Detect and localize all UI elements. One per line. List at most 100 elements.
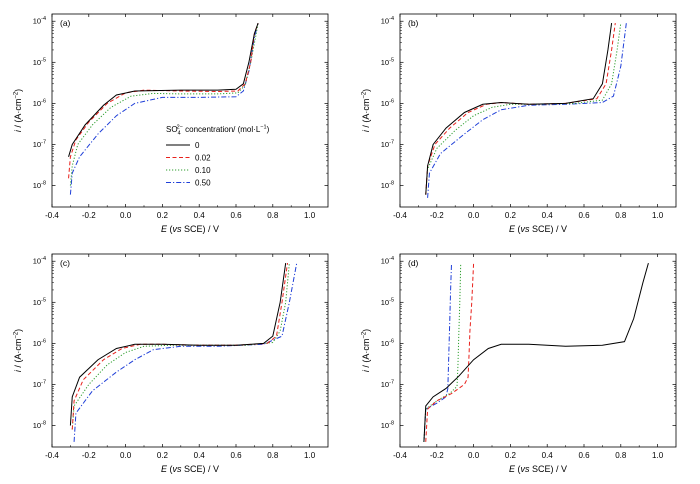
y-axis-close: ) [361,89,371,92]
legend-title-rest: concentration/ (mol·L [183,125,261,134]
y-tick-label: 10-4 [381,16,394,26]
y-tick-base: 10 [381,58,389,67]
x-tick-label: 0.8 [615,451,627,460]
panel-b: -0.4 -0.2 0.0 0.2 0.4 0.6 0.8 1.010-410-510-610… [361,13,677,234]
y-tick-base: 10 [33,257,41,266]
series-line-0 [68,22,259,157]
x-axis-symbol: E [509,224,516,234]
y-tick-exponent: -8 [389,421,394,427]
y-tick-base: 10 [381,257,389,266]
y-tick-base: 10 [33,17,41,26]
x-tick-label: 0.8 [267,451,279,460]
y-tick-label: 10-7 [381,139,394,149]
x-tick-label: 0.6 [578,451,590,460]
y-tick-exponent: -5 [389,57,394,63]
plot-frame [399,13,677,208]
x-tick-label: 0.0 [120,211,132,220]
x-tick-label: 0.0 [120,451,132,460]
y-axis-unit: / (A·cm [13,339,23,371]
y-tick-label: 10-6 [33,98,46,108]
y-axis-unit-exponent: −2 [14,331,20,339]
y-tick-label: 10-6 [381,338,394,348]
y-tick-label: 10-4 [33,16,46,26]
series-line-0 [425,23,613,195]
y-tick-base: 10 [33,181,41,190]
x-tick-label: 0.4 [194,451,206,460]
y-tick-exponent: -4 [41,16,46,22]
x-axis-label: E (vs SCE) / V [509,224,567,234]
panel-label: (a) [60,18,71,28]
y-axis-symbol: i [361,369,371,372]
x-tick-label: -0.2 [430,451,444,460]
x-tick-label: 0.4 [194,211,206,220]
y-tick-label: 10-5 [33,57,46,67]
x-tick-label: -0.4 [393,211,407,220]
series-line-0-10 [69,23,259,186]
y-axis-unit-exponent: −2 [362,331,368,339]
y-tick-base: 10 [33,99,41,108]
y-tick-label: 10-5 [381,57,394,67]
legend-label: 0.50 [195,179,211,188]
panel-label: (b) [408,18,419,28]
y-tick-exponent: -5 [41,57,46,63]
y-tick-label: 10-5 [33,297,46,307]
x-tick-label: -0.4 [45,451,59,460]
panel-label: (c) [60,258,70,268]
legend-label: 0 [195,141,200,150]
x-tick-label: 1.0 [304,211,316,220]
y-tick-exponent: -6 [389,98,394,104]
x-axis-paren: ( [515,464,521,474]
y-tick-exponent: -6 [41,98,46,104]
y-tick-label: 10-8 [381,421,394,431]
y-tick-exponent: -5 [41,297,46,303]
x-tick-label: 0.6 [578,211,590,220]
plot-frame [51,253,329,448]
y-tick-base: 10 [33,298,41,307]
y-axis-close: ) [13,329,23,332]
panel-a: -0.4 -0.2 0.0 0.2 0.4 0.6 0.8 1.010-410-510-610… [13,13,329,234]
y-tick-exponent: -8 [41,181,46,187]
x-tick-label: 0.4 [542,211,554,220]
y-tick-base: 10 [33,140,41,149]
legend-label: 0.10 [195,166,211,175]
y-tick-base: 10 [33,339,41,348]
x-axis-vs: vs [521,464,531,474]
y-axis-symbol: i [13,129,23,132]
x-tick-label: 0.2 [157,451,169,460]
x-axis-symbol: E [509,464,516,474]
y-tick-exponent: -6 [389,338,394,344]
y-tick-label: 10-8 [33,181,46,191]
y-tick-base: 10 [381,99,389,108]
series-line-0-10 [425,23,622,195]
x-tick-label: -0.2 [82,211,96,220]
y-tick-base: 10 [33,380,41,389]
legend-title-superscript: 2− [177,125,183,131]
y-tick-base: 10 [381,181,389,190]
y-tick-exponent: -4 [41,256,46,262]
y-axis-unit-exponent: −2 [14,91,20,99]
y-axis-label: i / (A·cm−2) [13,329,23,372]
x-tick-label: 1.0 [652,451,664,460]
x-tick-label: 0.6 [230,211,242,220]
x-axis-paren: ( [167,464,173,474]
x-tick-label: 1.0 [652,211,664,220]
x-tick-label: -0.2 [430,211,444,220]
x-tick-label: 0.8 [615,211,627,220]
x-axis-unit: SCE) / V [182,224,220,234]
x-tick-label: -0.4 [45,211,59,220]
x-axis-label: E (vs SCE) / V [161,464,219,474]
x-tick-label: -0.4 [393,451,407,460]
y-tick-exponent: -5 [389,297,394,303]
x-tick-label: 0.8 [267,211,279,220]
y-tick-label: 10-8 [33,421,46,431]
y-axis-label: i / (A·cm−2) [361,329,371,372]
x-tick-label: 0.2 [505,451,517,460]
y-tick-exponent: -4 [389,16,394,22]
x-tick-label: 0.4 [542,451,554,460]
y-tick-base: 10 [381,380,389,389]
x-axis-unit: SCE) / V [530,464,568,474]
y-axis-close: ) [361,329,371,332]
x-axis-vs: vs [173,224,183,234]
y-tick-label: 10-4 [33,256,46,266]
